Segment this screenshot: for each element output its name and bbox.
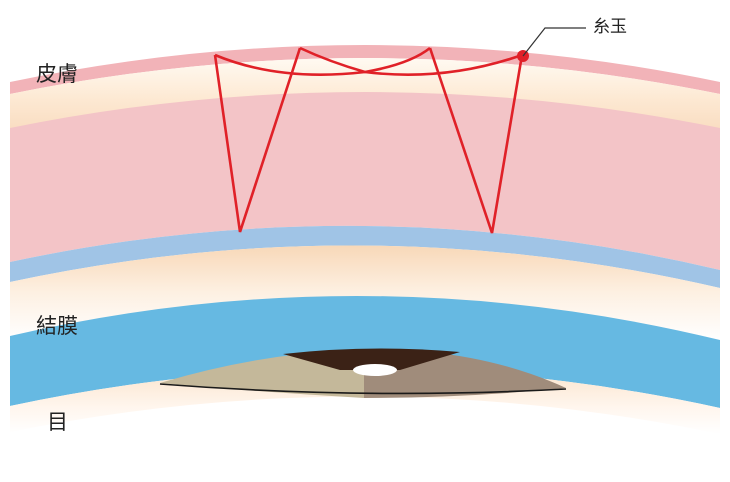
skin-layer (10, 92, 720, 270)
suture-arc-left (214, 46, 431, 76)
eye-surface-line (159, 383, 567, 395)
label-skin: 皮膚 (36, 62, 78, 86)
suture-thread (213, 46, 524, 234)
muscle-band (10, 225, 720, 288)
label-knot: 糸玉 (593, 17, 627, 37)
suture-left-loop (213, 47, 302, 233)
label-conjunctiva: 結膜 (36, 314, 78, 338)
suture-right-loop (428, 47, 524, 234)
knot-leader-line (522, 27, 586, 57)
fat-band (10, 245, 720, 340)
skin-outer-edge (10, 45, 720, 94)
suture-arc-right (299, 46, 523, 76)
pupil-band (283, 348, 460, 370)
label-eye: 目 (47, 410, 68, 434)
iris (159, 348, 567, 398)
pupil-highlight (353, 364, 397, 376)
